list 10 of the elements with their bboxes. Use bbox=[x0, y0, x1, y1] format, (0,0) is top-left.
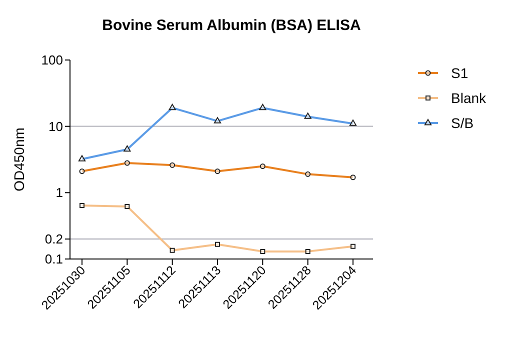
y-tick-label: 0.1 bbox=[44, 252, 63, 266]
y-tick-label: 0.2 bbox=[44, 232, 63, 247]
chart-title: Bovine Serum Albumin (BSA) ELISA bbox=[102, 17, 361, 34]
y-tick-label: 10 bbox=[48, 118, 63, 134]
legend-label: Blank bbox=[451, 90, 488, 106]
y-tick-label: 100 bbox=[41, 52, 63, 68]
y-axis-title: OD450nm bbox=[11, 128, 27, 192]
legend-label: S1 bbox=[451, 65, 468, 81]
legend-label: S/B bbox=[451, 115, 474, 131]
y-tick-label: 1 bbox=[56, 185, 63, 200]
